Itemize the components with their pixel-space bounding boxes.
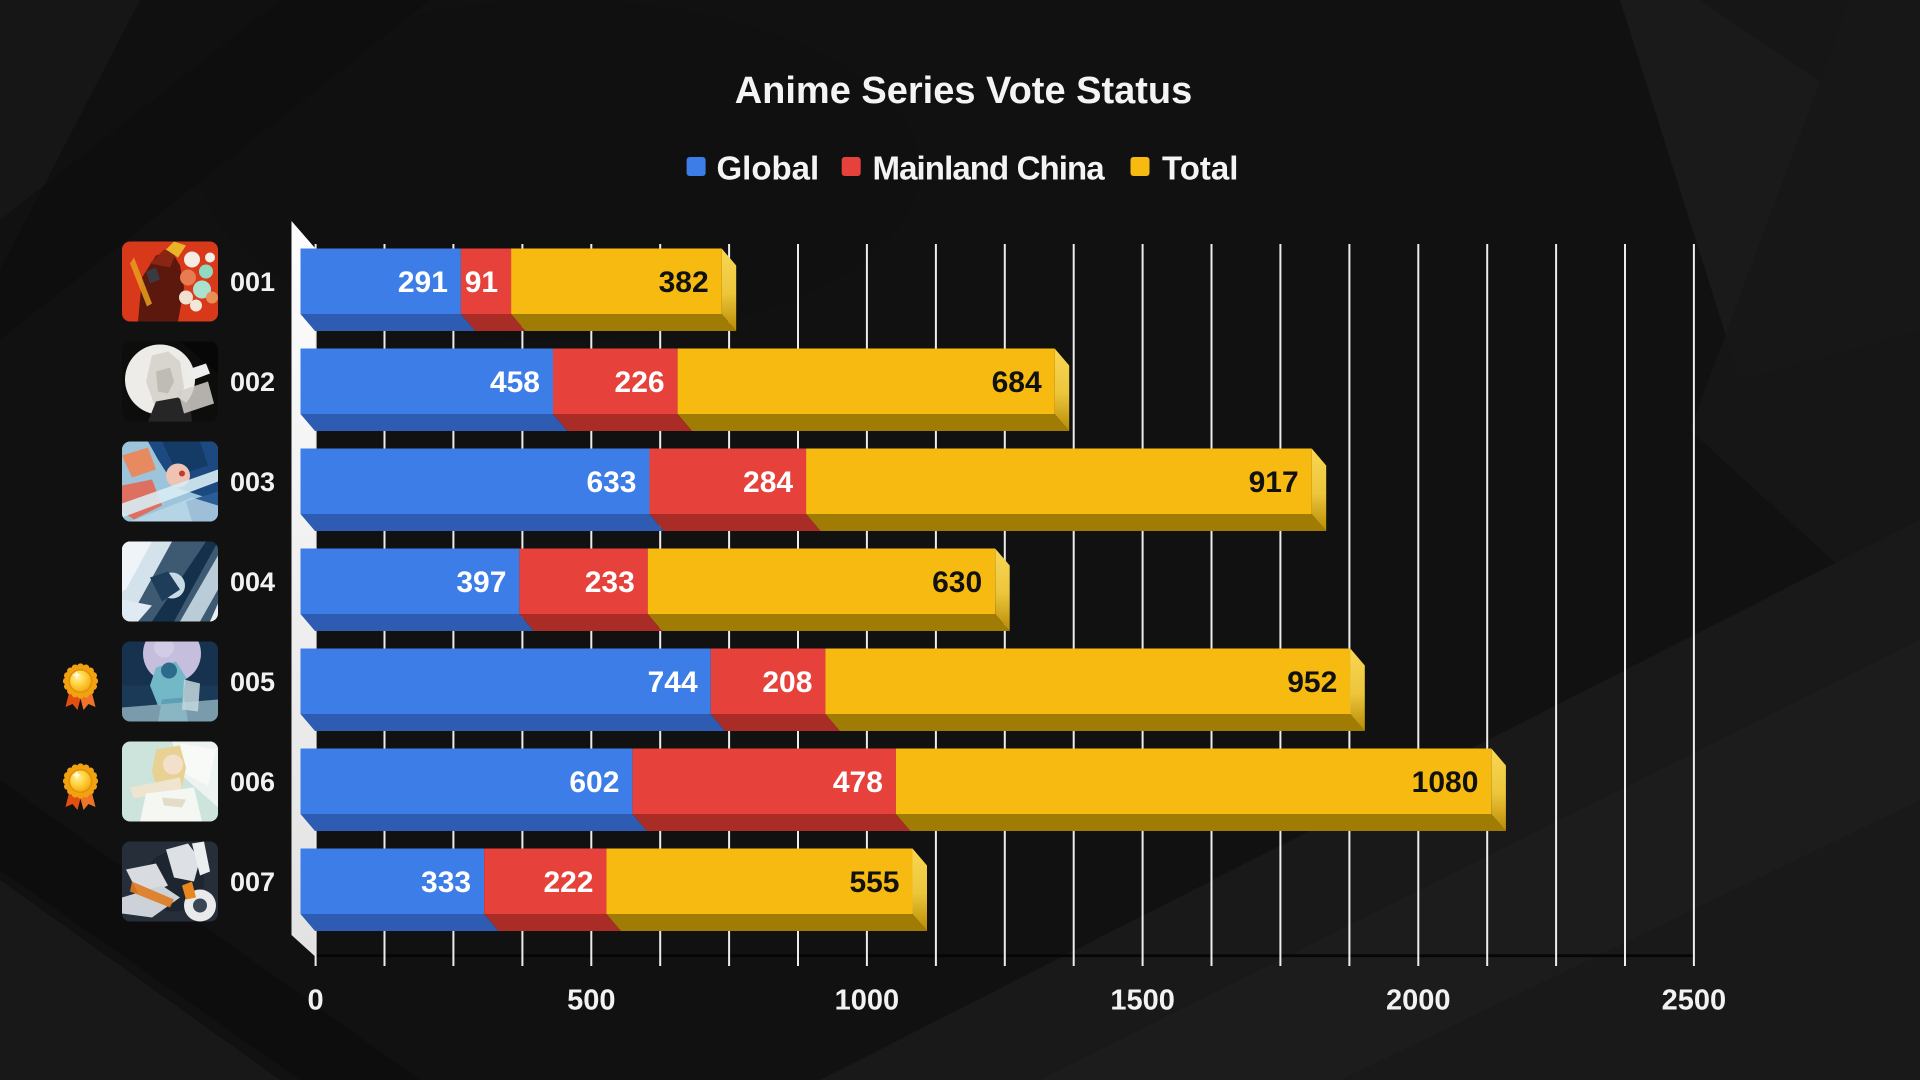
svg-text:382: 382 <box>659 266 709 299</box>
svg-text:555: 555 <box>849 866 899 899</box>
svg-text:Anime Series Vote Status: Anime Series Vote Status <box>735 70 1193 112</box>
svg-text:91: 91 <box>465 266 498 299</box>
svg-text:1080: 1080 <box>1412 766 1479 799</box>
svg-text:002: 002 <box>230 367 275 397</box>
svg-text:952: 952 <box>1287 666 1337 699</box>
svg-text:602: 602 <box>569 766 619 799</box>
svg-text:208: 208 <box>762 666 812 699</box>
svg-text:458: 458 <box>490 366 540 399</box>
svg-text:917: 917 <box>1249 466 1299 499</box>
svg-text:2500: 2500 <box>1662 985 1727 1017</box>
svg-text:0: 0 <box>308 985 324 1017</box>
svg-text:1000: 1000 <box>835 985 900 1017</box>
svg-text:478: 478 <box>833 766 883 799</box>
svg-text:233: 233 <box>585 566 635 599</box>
svg-text:1500: 1500 <box>1110 985 1175 1017</box>
svg-text:007: 007 <box>230 867 275 897</box>
svg-text:630: 630 <box>932 566 982 599</box>
svg-text:633: 633 <box>586 466 636 499</box>
svg-text:003: 003 <box>230 467 275 497</box>
svg-text:222: 222 <box>543 866 593 899</box>
svg-text:006: 006 <box>230 767 275 797</box>
svg-text:684: 684 <box>992 366 1042 399</box>
svg-text:Global: Global <box>717 150 820 187</box>
svg-text:001: 001 <box>230 267 275 297</box>
svg-text:291: 291 <box>398 266 448 299</box>
svg-text:284: 284 <box>743 466 793 499</box>
svg-text:2000: 2000 <box>1386 985 1451 1017</box>
svg-text:500: 500 <box>567 985 615 1017</box>
svg-text:005: 005 <box>230 667 275 697</box>
svg-text:Total: Total <box>1162 150 1238 187</box>
svg-text:744: 744 <box>648 666 698 699</box>
svg-text:Mainland China: Mainland China <box>873 150 1106 187</box>
svg-text:333: 333 <box>421 866 471 899</box>
svg-text:397: 397 <box>456 566 506 599</box>
svg-text:004: 004 <box>230 567 275 597</box>
svg-text:226: 226 <box>615 366 665 399</box>
